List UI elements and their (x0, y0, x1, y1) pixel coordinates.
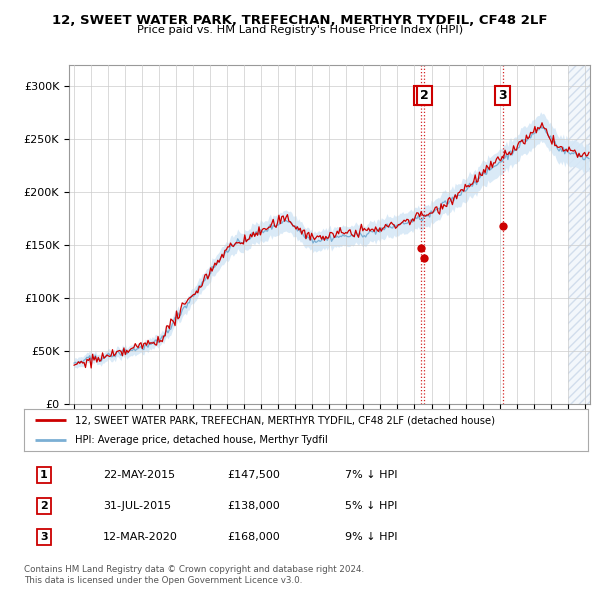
Text: HPI: Average price, detached house, Merthyr Tydfil: HPI: Average price, detached house, Mert… (75, 435, 328, 445)
Text: 2: 2 (420, 89, 429, 102)
Text: 12, SWEET WATER PARK, TREFECHAN, MERTHYR TYDFIL, CF48 2LF: 12, SWEET WATER PARK, TREFECHAN, MERTHYR… (52, 14, 548, 27)
Text: 12-MAR-2020: 12-MAR-2020 (103, 532, 178, 542)
Text: £147,500: £147,500 (227, 470, 280, 480)
Text: 5% ↓ HPI: 5% ↓ HPI (346, 501, 398, 511)
Text: 1: 1 (40, 470, 47, 480)
Text: 31-JUL-2015: 31-JUL-2015 (103, 501, 171, 511)
Text: 9% ↓ HPI: 9% ↓ HPI (346, 532, 398, 542)
Text: 2: 2 (40, 501, 47, 511)
Text: 22-MAY-2015: 22-MAY-2015 (103, 470, 175, 480)
Bar (568, 65, 600, 404)
Text: 3: 3 (40, 532, 47, 542)
Text: £138,000: £138,000 (227, 501, 280, 511)
Text: Price paid vs. HM Land Registry's House Price Index (HPI): Price paid vs. HM Land Registry's House … (137, 25, 463, 35)
Text: 7% ↓ HPI: 7% ↓ HPI (346, 470, 398, 480)
Text: Contains HM Land Registry data © Crown copyright and database right 2024.
This d: Contains HM Land Registry data © Crown c… (24, 565, 364, 585)
Text: £168,000: £168,000 (227, 532, 280, 542)
Text: 3: 3 (499, 89, 507, 102)
Text: 12, SWEET WATER PARK, TREFECHAN, MERTHYR TYDFIL, CF48 2LF (detached house): 12, SWEET WATER PARK, TREFECHAN, MERTHYR… (75, 415, 495, 425)
Text: 1: 1 (417, 89, 425, 102)
